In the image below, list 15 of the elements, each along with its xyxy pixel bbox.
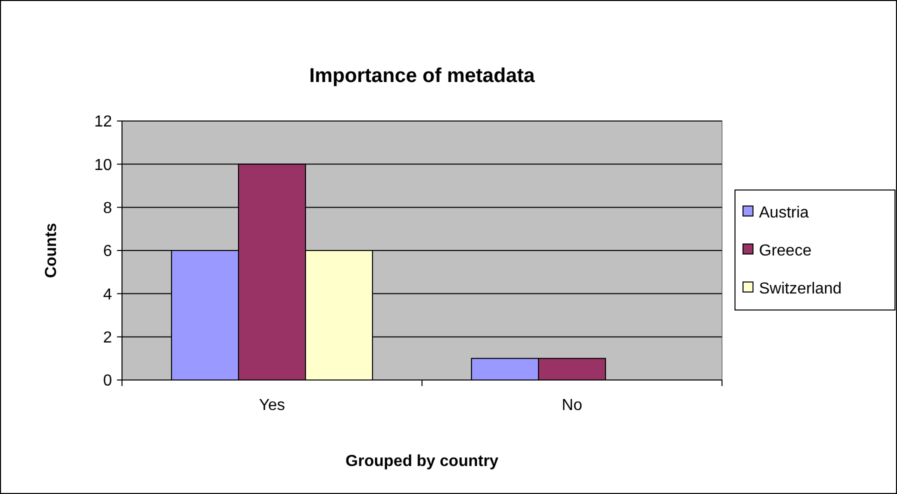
y-tick-label: 6	[103, 243, 112, 260]
legend-label: Greece	[759, 242, 812, 260]
legend-label: Switzerland	[759, 280, 842, 298]
y-tick-label: 10	[94, 156, 112, 174]
y-tick-label: 0	[103, 372, 112, 390]
x-axis-title: Grouped by country	[346, 453, 499, 470]
x-tick-label: Yes	[258, 397, 286, 414]
legend-label: Austria	[759, 204, 809, 222]
chart-title: Importance of metadata	[309, 65, 536, 87]
y-axis-title: Counts	[43, 222, 60, 278]
y-tick-label: 2	[103, 329, 112, 346]
y-tick-label: 4	[103, 286, 112, 304]
y-tick-label: 12	[94, 114, 112, 131]
y-tick-label: 8	[103, 200, 112, 217]
x-tick-label: No	[562, 397, 582, 414]
